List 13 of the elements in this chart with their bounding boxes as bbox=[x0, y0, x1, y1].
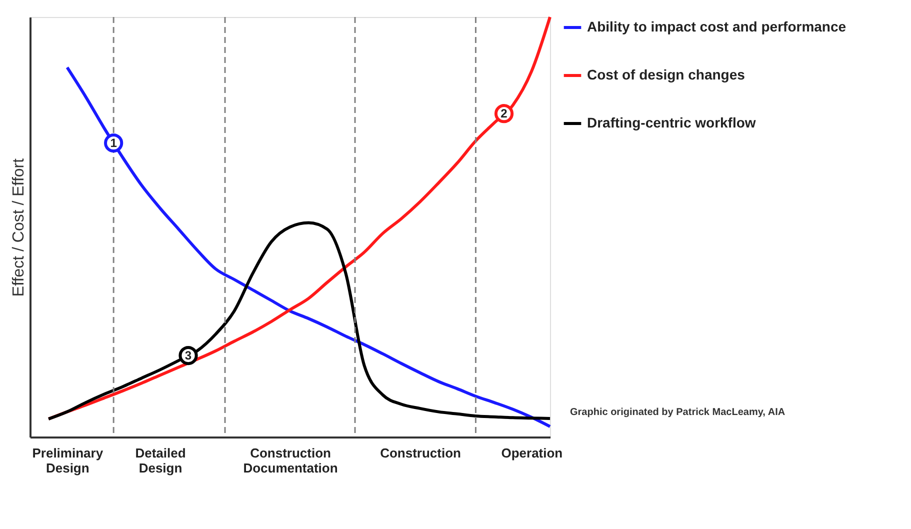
annotation: 2 bbox=[500, 106, 508, 121]
x-tick-label: Construction bbox=[380, 446, 461, 460]
legend-label: Drafting-centric workflow bbox=[587, 114, 756, 130]
x-tick-label: Detailed Design bbox=[135, 446, 186, 476]
legend-label: Cost of design changes bbox=[587, 66, 746, 82]
annotation: 1 bbox=[110, 136, 118, 150]
annotation: 3 bbox=[184, 348, 192, 363]
legend-label: Ability to impact cost and performance bbox=[587, 18, 846, 34]
x-tick-label: Construction Documentation bbox=[243, 446, 338, 476]
text: Graphic originated by Patrick MacLeamy, AIA bbox=[570, 407, 786, 418]
x-tick-label: Preliminary Design bbox=[32, 446, 104, 476]
x-tick-label: Operation bbox=[501, 446, 563, 460]
y-axis-title: Effect / Cost / Effort bbox=[10, 158, 28, 297]
